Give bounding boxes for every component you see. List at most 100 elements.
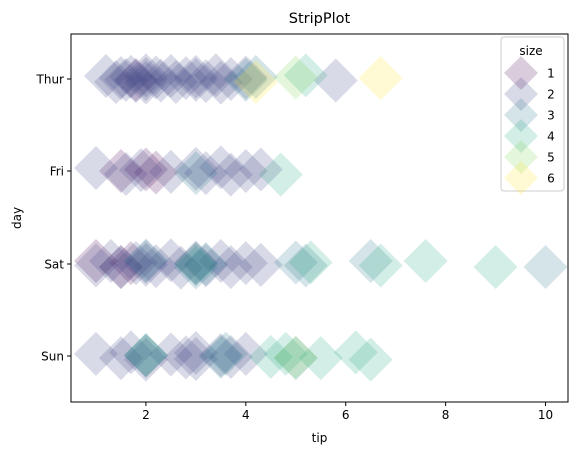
- data-point-size-2: [198, 239, 243, 283]
- legend-label-1: 1: [547, 67, 555, 81]
- x-tick-label: 8: [442, 408, 450, 422]
- data-point-size-2: [208, 152, 253, 197]
- data-point-size-4: [333, 330, 378, 375]
- data-point-size-2: [103, 57, 148, 102]
- legend-marker-1: [504, 56, 538, 90]
- data-point-size-2: [173, 240, 218, 285]
- data-point-size-1: [108, 241, 153, 286]
- y-tick-label-sat: Sat: [44, 258, 64, 272]
- data-point-size-2: [223, 241, 268, 286]
- legend-label-2: 2: [547, 88, 555, 102]
- legend-marker-5: [504, 140, 538, 174]
- data-point-size-4: [263, 331, 308, 376]
- data-point-size-2: [73, 146, 118, 190]
- data-point-size-2: [173, 242, 218, 286]
- data-point-size-4: [348, 337, 393, 382]
- data-point-size-2: [93, 60, 138, 104]
- data-point-size-5: [273, 55, 318, 100]
- data-point-size-6: [233, 60, 278, 104]
- data-point-size-2: [98, 336, 143, 381]
- legend-label-3: 3: [547, 109, 555, 123]
- plot-frame: [70, 33, 569, 403]
- data-point-size-1: [133, 150, 178, 195]
- data-point-size-2: [83, 54, 128, 98]
- legend-label-4: 4: [547, 130, 555, 144]
- data-point-size-3: [123, 333, 168, 378]
- data-point-size-3: [173, 245, 218, 290]
- data-point-size-4: [288, 240, 333, 285]
- data-point-size-2: [123, 239, 168, 284]
- x-tick-label: 6: [342, 408, 350, 422]
- data-point-size-2: [73, 331, 118, 376]
- data-point-size-2: [198, 145, 243, 190]
- data-point-size-3: [183, 242, 228, 286]
- data-point-size-2: [138, 58, 183, 103]
- data-point-size-2: [198, 60, 243, 105]
- data-point-size-1: [123, 147, 168, 192]
- data-point-size-2: [88, 239, 133, 283]
- data-point-size-2: [133, 244, 178, 289]
- data-point-size-5: [273, 335, 318, 380]
- data-point-size-2: [183, 151, 228, 196]
- data-point-size-1: [113, 57, 158, 102]
- data-point-size-4: [123, 333, 168, 378]
- data-point-size-3: [273, 240, 318, 285]
- data-point-size-2: [108, 54, 153, 99]
- data-point-size-3: [233, 54, 278, 99]
- y-axis-ticks: Thur Fri Sat Sun: [36, 73, 71, 364]
- x-tick-label: 10: [538, 408, 553, 422]
- data-point-size-4: [248, 334, 293, 379]
- x-tick-label: 4: [242, 408, 250, 422]
- data-point-size-2: [123, 242, 168, 287]
- data-point-size-2: [208, 334, 253, 379]
- data-point-size-2: [193, 53, 238, 98]
- data-point-size-2: [133, 55, 178, 100]
- points-layer: [73, 53, 568, 382]
- data-point-size-2: [173, 146, 218, 191]
- data-point-size-4: [473, 245, 518, 289]
- data-point-size-2: [148, 332, 193, 377]
- legend-marker-2: [504, 77, 538, 111]
- data-point-size-3: [348, 239, 393, 283]
- data-point-size-2: [113, 241, 158, 286]
- y-tick-label-thur: Thur: [36, 73, 65, 87]
- legend-title: size: [519, 44, 542, 58]
- data-point-size-2: [113, 59, 158, 104]
- data-point-size-3: [173, 151, 218, 196]
- legend: size 1 2 3 4 5 6: [500, 36, 565, 195]
- legend-marker-6: [504, 161, 538, 195]
- data-point-size-3: [523, 245, 568, 289]
- data-point-size-2: [238, 147, 283, 192]
- data-point-size-2: [98, 245, 143, 289]
- x-axis-ticks: 2 4 6 8 10: [142, 402, 553, 422]
- data-point-size-2: [118, 148, 163, 193]
- data-point-size-2: [173, 54, 218, 99]
- data-point-size-2: [148, 238, 193, 283]
- legend-label-5: 5: [547, 151, 555, 165]
- data-point-size-4: [173, 242, 218, 286]
- data-point-size-2: [223, 331, 268, 376]
- data-point-size-1: [98, 149, 143, 193]
- data-point-size-2: [223, 149, 268, 193]
- data-point-size-4: [358, 243, 403, 288]
- data-point-size-3: [273, 336, 318, 381]
- data-point-size-2: [173, 331, 218, 375]
- data-point-size-2: [98, 56, 143, 101]
- chart-title: StripPlot: [289, 11, 351, 27]
- data-point-size-3: [123, 238, 168, 283]
- data-point-size-2: [103, 152, 148, 196]
- data-point-size-4: [298, 336, 343, 381]
- data-point-size-2: [123, 53, 168, 98]
- data-point-size-2: [123, 57, 168, 101]
- data-point-size-2: [123, 337, 168, 382]
- data-point-size-2: [148, 54, 193, 98]
- data-point-size-2: [173, 57, 218, 102]
- x-tick-label: 2: [142, 408, 150, 422]
- data-point-size-2: [163, 335, 208, 380]
- data-point-size-2: [148, 149, 193, 194]
- data-point-size-3: [283, 243, 328, 288]
- data-point-size-3: [203, 331, 248, 376]
- legend-box: [500, 36, 565, 192]
- data-point-size-3: [198, 334, 243, 379]
- data-point-size-2: [173, 337, 218, 381]
